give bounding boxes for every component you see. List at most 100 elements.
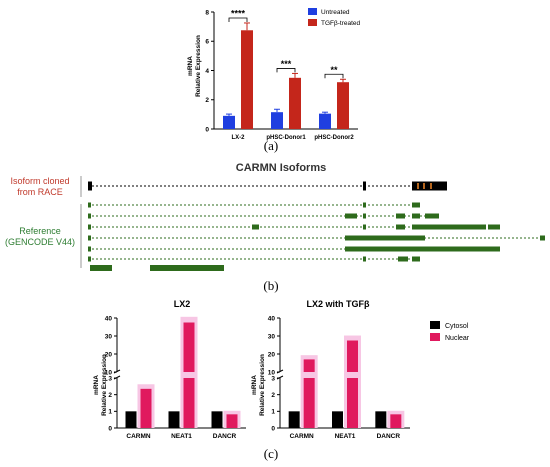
transcript-exon (412, 181, 447, 191)
panel-c-tgfb-title: LX2 with TGFβ (307, 299, 370, 309)
gencode-label-line2: (GENCODE V44) (5, 237, 75, 247)
transcript-exon (88, 246, 91, 252)
ytick-label: 3 (108, 375, 112, 382)
transcript-exon (88, 181, 92, 191)
panel-a-bar (271, 112, 283, 129)
panel-a-letter: (a) (264, 138, 278, 153)
panel-a-category-label: pHSC-Donor1 (266, 135, 306, 141)
ytick-label: 20 (105, 351, 113, 358)
bar (226, 414, 238, 428)
panel-a-significance-bracket (324, 73, 344, 79)
transcript-exon (396, 224, 405, 230)
bar-upper-segment (183, 322, 195, 372)
panel-a-legend-swatch (308, 8, 317, 15)
transcript-exon (345, 213, 357, 219)
transcript-exon (488, 224, 500, 230)
bar (125, 411, 137, 428)
panel-a-bar (223, 115, 235, 129)
panel-a-ytick-label: 4 (205, 68, 209, 75)
transcript-exon (412, 213, 420, 219)
panel-c-legend: Cytosol Nuclear (430, 321, 470, 342)
panel-a-category-label: LX-2 (231, 135, 245, 141)
bar (332, 411, 343, 428)
category-label: DANCR (377, 433, 401, 440)
ytick-label: 30 (105, 333, 113, 340)
panel-a-bar (319, 113, 331, 129)
ytick-label: 3 (271, 375, 275, 382)
race-label-line2: from RACE (17, 187, 63, 197)
ytick-label: 40 (105, 315, 113, 322)
panel-c-lx2-chart: LX2 mRNA Relative Expression 0 1 2 310 20 30 4… (93, 299, 246, 440)
transcript-exon (398, 256, 408, 262)
panel-a-legend-label: Untreated (321, 9, 350, 16)
panel-c-tgfb-ylabel-line1: mRNA (251, 375, 258, 395)
panel-c-letter: (c) (264, 446, 278, 461)
bar-lower-segment (303, 378, 315, 428)
transcript-exon (88, 224, 91, 230)
panel-c-legend-swatch (430, 333, 440, 341)
transcript-exon (90, 265, 112, 271)
transcript-exon (412, 224, 486, 230)
transcript-exon (540, 235, 545, 241)
panel-a-significance-stars: ** (330, 65, 338, 75)
ytick-label: 1 (108, 409, 112, 416)
bar (211, 411, 223, 428)
panel-a-legend-label: TGFβ-treated (321, 20, 361, 27)
panel-a-bar (289, 77, 301, 129)
transcript-exon (363, 256, 366, 262)
panel-c-lx2-ylabel-line1: mRNA (93, 375, 100, 395)
ytick-label: 2 (108, 392, 112, 399)
bar (390, 414, 402, 428)
bar-upper-segment (303, 359, 315, 372)
panel-a-significance-stars: *** (281, 59, 292, 69)
panel-a-bar (337, 82, 349, 129)
transcript-exon (363, 181, 366, 191)
panel-c-lx2-title: LX2 (174, 299, 191, 309)
transcript-exon (88, 256, 91, 262)
transcript-exon (425, 213, 439, 219)
ytick-label: 10 (268, 369, 276, 376)
panel-c-legend-label: Cytosol (445, 323, 469, 330)
ytick-label: 40 (268, 315, 276, 322)
transcript-exon (88, 202, 91, 208)
transcript-exon (396, 213, 405, 219)
transcript-exon (88, 213, 91, 219)
transcript-exon (412, 256, 420, 262)
ytick-label: 2 (271, 392, 275, 399)
panel-c-legend-label: Nuclear (445, 335, 470, 342)
panel-a-ytick-label: 2 (205, 97, 209, 104)
transcript-exon (345, 246, 500, 252)
transcript-exon (150, 265, 224, 271)
panel-a-significance-stars: **** (231, 8, 246, 18)
bar-lower-segment (183, 378, 195, 428)
panel-a-ylabel-line2: Relative Expression (195, 35, 202, 97)
panel-a-ytick-label: 8 (205, 9, 209, 16)
panel-b-diagram: CARMN Isoforms Isoform cloned from RACE … (5, 162, 545, 293)
bar (140, 388, 152, 428)
race-label-line1: Isoform cloned (10, 176, 69, 186)
transcript-exon (363, 202, 366, 208)
transcript-feature-mark (423, 183, 425, 189)
panel-c-lx2-ylabel-line2: Relative Expression (101, 354, 108, 416)
category-label: CARMN (290, 433, 314, 440)
transcript-feature-mark (430, 183, 432, 189)
transcript-exon (363, 224, 366, 230)
panel-c-legend-swatch (430, 321, 440, 329)
ytick-label: 0 (271, 425, 275, 432)
bar (288, 411, 300, 428)
ytick-label: 30 (268, 333, 276, 340)
panel-b-title: CARMN Isoforms (236, 162, 326, 174)
transcript-exon (412, 202, 420, 208)
transcript-feature-mark (417, 183, 419, 189)
bar-lower-segment (347, 378, 358, 428)
bar-upper-segment (347, 340, 358, 372)
transcript-exon (345, 235, 425, 241)
transcript-exon (363, 213, 366, 219)
transcript-exon (252, 224, 259, 230)
category-label: DANCR (213, 433, 237, 440)
transcript-exon (88, 235, 91, 241)
category-label: CARMN (126, 433, 150, 440)
panel-a-chart: mRNA Relative Expression 0 2 4 6 8 LX-2 **** p… (187, 8, 361, 153)
ytick-label: 20 (268, 351, 276, 358)
